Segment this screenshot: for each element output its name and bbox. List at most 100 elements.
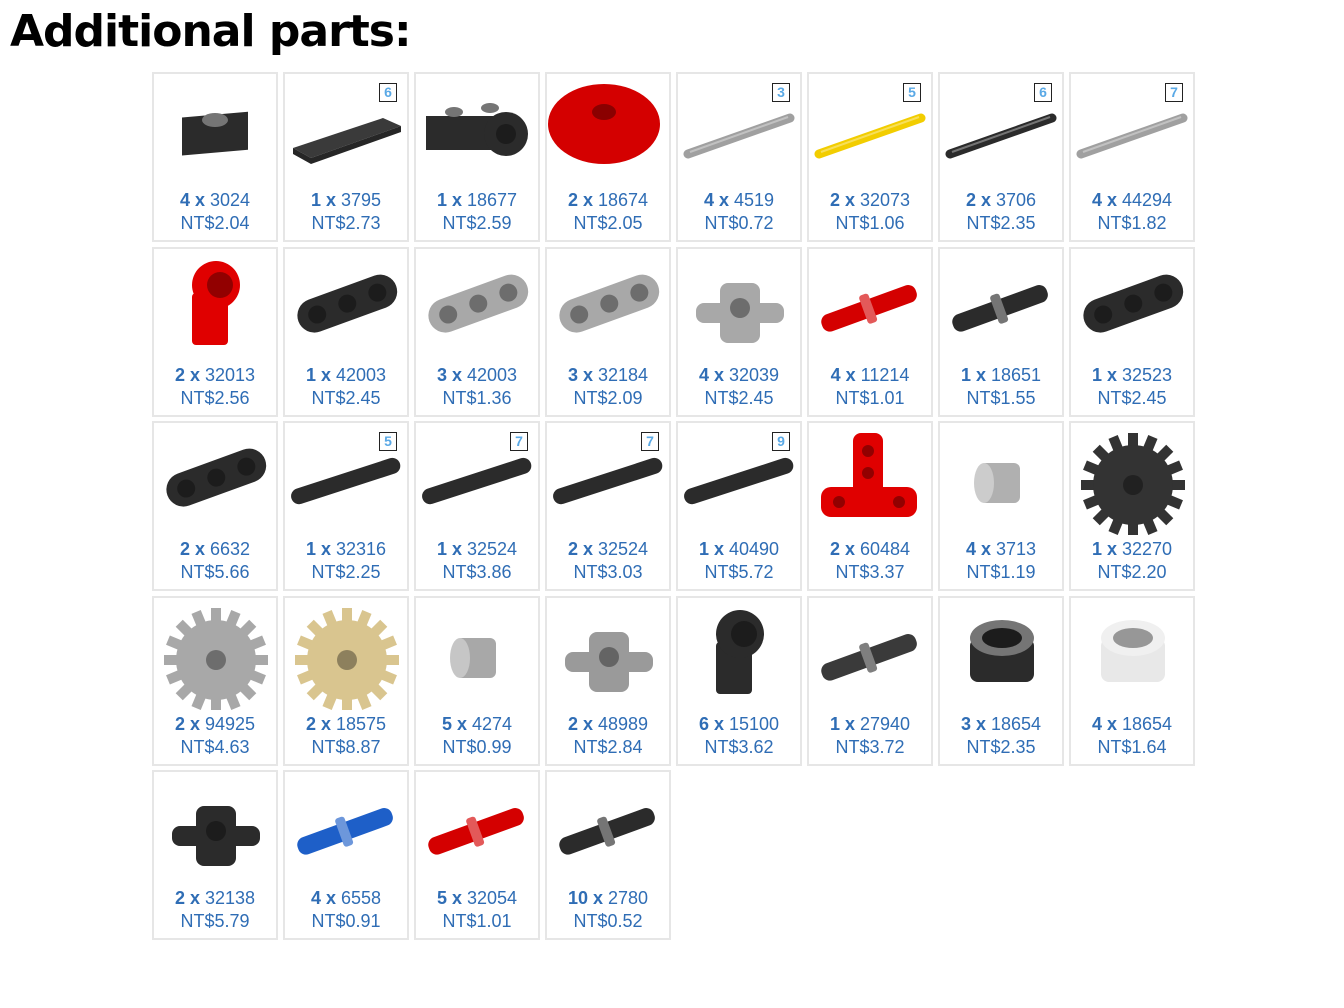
part-quantity-id[interactable]: 3 x 32184	[547, 365, 669, 386]
part-card[interactable]: 3 x 42003 NT$1.36	[414, 246, 540, 417]
part-image[interactable]	[154, 602, 276, 710]
part-card[interactable]: 4 x 6558 NT$0.91	[283, 770, 409, 940]
part-card[interactable]: 4 x 18654 NT$1.64	[1069, 595, 1195, 766]
part-quantity-id[interactable]: 2 x 3706	[940, 190, 1062, 211]
part-card[interactable]: 2 x 32138 NT$5.79	[152, 770, 278, 940]
part-image[interactable]	[547, 602, 669, 710]
part-quantity-id[interactable]: 2 x 32138	[154, 888, 276, 909]
part-quantity-id[interactable]: 3 x 42003	[416, 365, 538, 386]
part-quantity-id[interactable]: 2 x 32073	[809, 190, 931, 211]
part-card[interactable]: 3 x 18654 NT$2.35	[938, 595, 1064, 766]
part-quantity-id[interactable]: 1 x 32524	[416, 539, 538, 560]
part-card[interactable]: 4 x 3713 NT$1.19	[938, 421, 1064, 591]
part-card[interactable]: 1 x 32523 NT$2.45	[1069, 246, 1195, 417]
part-image[interactable]	[154, 253, 276, 361]
part-quantity-id[interactable]: 2 x 48989	[547, 714, 669, 735]
part-card[interactable]: 6 x 15100 NT$3.62	[676, 595, 802, 766]
part-image[interactable]	[154, 78, 276, 186]
part-image[interactable]	[940, 78, 1062, 186]
part-quantity-id[interactable]: 4 x 3024	[154, 190, 276, 211]
part-quantity-id[interactable]: 1 x 18677	[416, 190, 538, 211]
part-quantity-id[interactable]: 4 x 32039	[678, 365, 800, 386]
part-image[interactable]	[285, 427, 407, 535]
part-quantity-id[interactable]: 1 x 3795	[285, 190, 407, 211]
part-image[interactable]	[678, 78, 800, 186]
part-quantity-id[interactable]: 2 x 32013	[154, 365, 276, 386]
part-quantity-id[interactable]: 1 x 32270	[1071, 539, 1193, 560]
part-quantity-id[interactable]: 2 x 18674	[547, 190, 669, 211]
part-quantity-id[interactable]: 2 x 94925	[154, 714, 276, 735]
part-image[interactable]	[940, 427, 1062, 535]
part-image[interactable]	[416, 427, 538, 535]
part-quantity-id[interactable]: 2 x 6632	[154, 539, 276, 560]
part-quantity-id[interactable]: 1 x 32523	[1071, 365, 1193, 386]
part-quantity-id[interactable]: 4 x 11214	[809, 365, 931, 386]
part-image[interactable]	[1071, 78, 1193, 186]
part-quantity-id[interactable]: 1 x 32316	[285, 539, 407, 560]
part-card[interactable]: 2 x 18674 NT$2.05	[545, 72, 671, 242]
part-card[interactable]: 1 x 27940 NT$3.72	[807, 595, 933, 766]
part-image[interactable]	[285, 78, 407, 186]
part-quantity-id[interactable]: 5 x 4274	[416, 714, 538, 735]
part-image[interactable]	[154, 427, 276, 535]
part-quantity-id[interactable]: 2 x 60484	[809, 539, 931, 560]
part-image[interactable]	[809, 78, 931, 186]
part-card[interactable]: 1 x 32270 NT$2.20	[1069, 421, 1195, 591]
part-image[interactable]	[678, 602, 800, 710]
part-quantity-id[interactable]: 4 x 4519	[678, 190, 800, 211]
part-card[interactable]: 2 x 94925 NT$4.63	[152, 595, 278, 766]
part-image[interactable]	[940, 602, 1062, 710]
part-quantity-id[interactable]: 5 x 32054	[416, 888, 538, 909]
part-image[interactable]	[1071, 253, 1193, 361]
part-image[interactable]	[547, 78, 669, 186]
part-card[interactable]: 4 x 11214 NT$1.01	[807, 246, 933, 417]
part-card[interactable]: 4 x 32039 NT$2.45	[676, 246, 802, 417]
part-image[interactable]	[547, 253, 669, 361]
part-quantity-id[interactable]: 4 x 3713	[940, 539, 1062, 560]
part-image[interactable]	[678, 427, 800, 535]
part-quantity-id[interactable]: 4 x 6558	[285, 888, 407, 909]
part-card[interactable]: 2 x 48989 NT$2.84	[545, 595, 671, 766]
part-quantity-id[interactable]: 3 x 18654	[940, 714, 1062, 735]
part-card[interactable]: 5 x 4274 NT$0.99	[414, 595, 540, 766]
part-card[interactable]: 2 x 18575 NT$8.87	[283, 595, 409, 766]
part-image[interactable]	[809, 253, 931, 361]
part-quantity-id[interactable]: 2 x 32524	[547, 539, 669, 560]
part-image[interactable]	[547, 427, 669, 535]
part-image[interactable]	[809, 602, 931, 710]
part-image[interactable]	[1071, 427, 1193, 535]
part-image[interactable]	[1071, 602, 1193, 710]
part-quantity-id[interactable]: 1 x 18651	[940, 365, 1062, 386]
part-quantity-id[interactable]: 1 x 42003	[285, 365, 407, 386]
part-card[interactable]: 5 x 32054 NT$1.01	[414, 770, 540, 940]
part-quantity-id[interactable]: 1 x 40490	[678, 539, 800, 560]
part-image[interactable]	[285, 602, 407, 710]
part-image[interactable]	[416, 78, 538, 186]
part-image[interactable]	[547, 776, 669, 884]
part-image[interactable]	[940, 253, 1062, 361]
part-quantity-id[interactable]: 2 x 18575	[285, 714, 407, 735]
part-card[interactable]: 10 x 2780 NT$0.52	[545, 770, 671, 940]
part-card[interactable]: 2 x 32013 NT$2.56	[152, 246, 278, 417]
part-card[interactable]: 2 x 60484 NT$3.37	[807, 421, 933, 591]
part-image[interactable]	[285, 253, 407, 361]
part-card[interactable]: 1 x 18677 NT$2.59	[414, 72, 540, 242]
part-image[interactable]	[809, 427, 931, 535]
part-quantity-id[interactable]: 4 x 18654	[1071, 714, 1193, 735]
part-image[interactable]	[416, 776, 538, 884]
part-quantity-id[interactable]: 6 x 15100	[678, 714, 800, 735]
part-image[interactable]	[416, 602, 538, 710]
part-quantity-id[interactable]: 10 x 2780	[547, 888, 669, 909]
part-image[interactable]	[416, 253, 538, 361]
part-card[interactable]: 1 x 18651 NT$1.55	[938, 246, 1064, 417]
part-quantity-id[interactable]: 4 x 44294	[1071, 190, 1193, 211]
